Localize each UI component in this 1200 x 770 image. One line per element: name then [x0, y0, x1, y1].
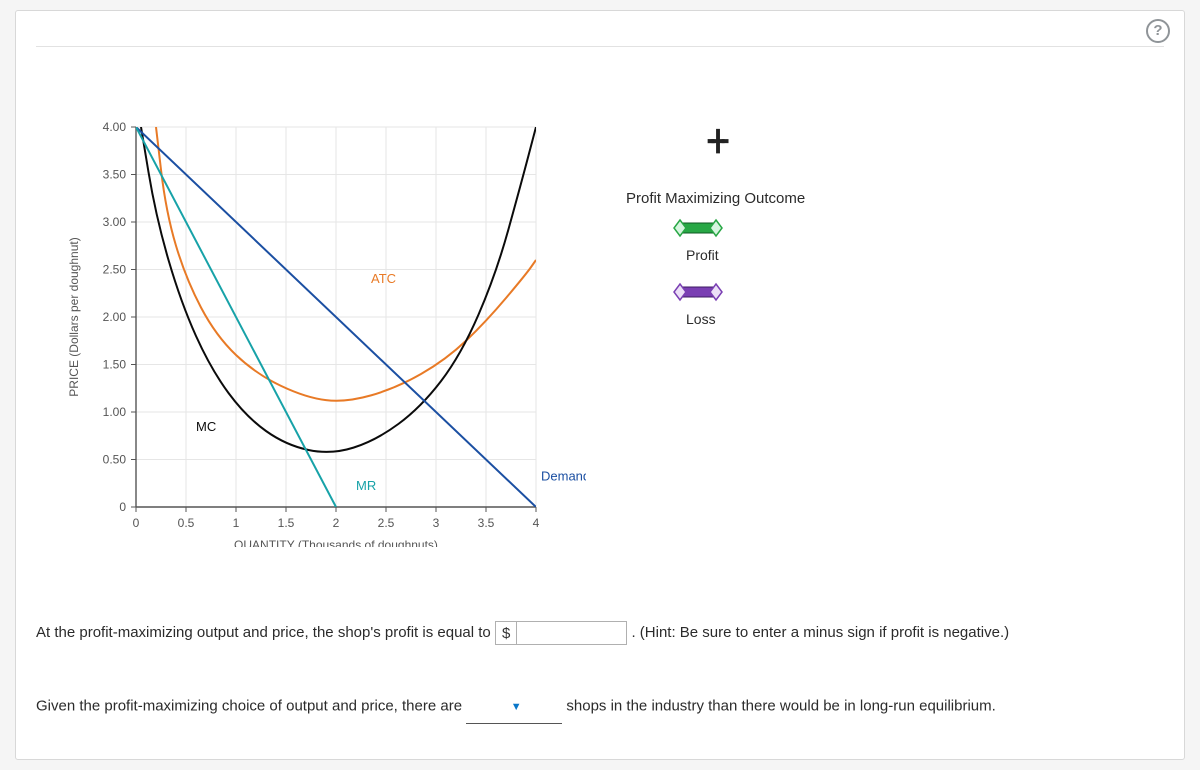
svg-text:0: 0	[119, 500, 126, 514]
svg-text:4.00: 4.00	[103, 120, 127, 134]
crosshair-icon[interactable]: ╺╋╸	[702, 129, 881, 154]
svg-text:3.00: 3.00	[103, 215, 127, 229]
svg-text:Demand: Demand	[541, 468, 586, 483]
svg-text:0: 0	[133, 516, 140, 530]
question-block: At the profit-maximizing output and pric…	[36, 616, 1164, 724]
q2-text-b: shops in the industry than there would b…	[566, 697, 995, 714]
svg-text:MR: MR	[356, 478, 376, 493]
comparison-select[interactable]: ▼	[466, 689, 562, 724]
question-line-1: At the profit-maximizing output and pric…	[36, 616, 1164, 649]
svg-text:1.50: 1.50	[103, 358, 127, 372]
chart-row: 0 0.5 1 1.5 2 2.5 3 3.5 4 0 0.50 1.00 1.50 2.00 2.50 3.…	[46, 77, 1164, 547]
legend-profit-label: Profit	[686, 247, 805, 263]
svg-text:3: 3	[433, 516, 440, 530]
svg-text:0.5: 0.5	[178, 516, 195, 530]
header-bar: ?	[36, 21, 1164, 47]
svg-text:3.5: 3.5	[478, 516, 495, 530]
dollar-sign: $	[496, 617, 516, 650]
legend-title: Profit Maximizing Outcome	[626, 190, 805, 207]
economics-chart: 0 0.5 1 1.5 2 2.5 3 3.5 4 0 0.50 1.00 1.50 2.00 2.50 3.…	[46, 77, 586, 547]
legend-column: ╺╋╸ Profit Maximizing Outcome Profit Los…	[626, 137, 805, 327]
q1-hint: . (Hint: Be sure to enter a minus sign i…	[631, 624, 1009, 641]
svg-text:0.50: 0.50	[103, 453, 127, 467]
svg-text:MC: MC	[196, 419, 216, 434]
svg-text:1.5: 1.5	[278, 516, 295, 530]
question-card: ? 0 0.5 1 1.5 2 2.5 3 3.5 4 0 0.50 1.00 1.50 2.00 2.50…	[15, 10, 1185, 760]
legend-profit[interactable]: Profit	[626, 217, 805, 263]
svg-text:QUANTITY (Thousands of doughnu: QUANTITY (Thousands of doughnuts)	[234, 538, 438, 547]
svg-text:1.00: 1.00	[103, 405, 127, 419]
loss-swatch-icon	[668, 281, 728, 303]
legend-loss[interactable]: Loss	[626, 281, 805, 327]
svg-text:3.50: 3.50	[103, 168, 127, 182]
svg-text:ATC: ATC	[371, 271, 396, 286]
profit-input[interactable]	[516, 622, 626, 644]
help-icon[interactable]: ?	[1146, 19, 1170, 43]
svg-text:2.5: 2.5	[378, 516, 395, 530]
q1-text-a: At the profit-maximizing output and pric…	[36, 624, 495, 641]
svg-text:1: 1	[233, 516, 240, 530]
svg-text:4: 4	[533, 516, 540, 530]
legend-loss-label: Loss	[686, 311, 805, 327]
profit-swatch-icon	[668, 217, 728, 239]
svg-text:2.50: 2.50	[103, 263, 127, 277]
q2-text-a: Given the profit-maximizing choice of ou…	[36, 697, 466, 714]
profit-input-wrap: $	[495, 621, 627, 645]
svg-text:2.00: 2.00	[103, 310, 127, 324]
question-line-2: Given the profit-maximizing choice of ou…	[36, 689, 1164, 724]
svg-text:2: 2	[333, 516, 340, 530]
svg-text:PRICE (Dollars per doughnut): PRICE (Dollars per doughnut)	[67, 237, 81, 396]
chart-svg: 0 0.5 1 1.5 2 2.5 3 3.5 4 0 0.50 1.00 1.50 2.00 2.50 3.…	[46, 77, 586, 547]
chevron-down-icon: ▼	[511, 701, 522, 713]
